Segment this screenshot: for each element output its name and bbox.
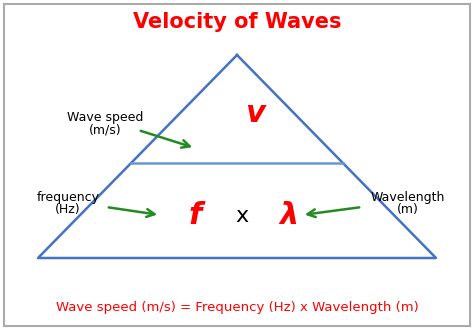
Text: Wavelength: Wavelength [371, 191, 445, 205]
Text: v: v [245, 100, 265, 128]
Text: (m): (m) [397, 204, 419, 216]
Text: Wave speed (m/s) = Frequency (Hz) x Wavelength (m): Wave speed (m/s) = Frequency (Hz) x Wave… [55, 302, 419, 314]
Text: (m/s): (m/s) [89, 123, 121, 137]
Text: (Hz): (Hz) [55, 204, 81, 216]
Text: Velocity of Waves: Velocity of Waves [133, 12, 341, 32]
Text: frequency: frequency [36, 191, 100, 205]
Text: f: f [188, 201, 201, 230]
Text: λ: λ [279, 201, 299, 230]
Text: Wave speed: Wave speed [67, 112, 143, 124]
Text: x: x [236, 206, 248, 225]
